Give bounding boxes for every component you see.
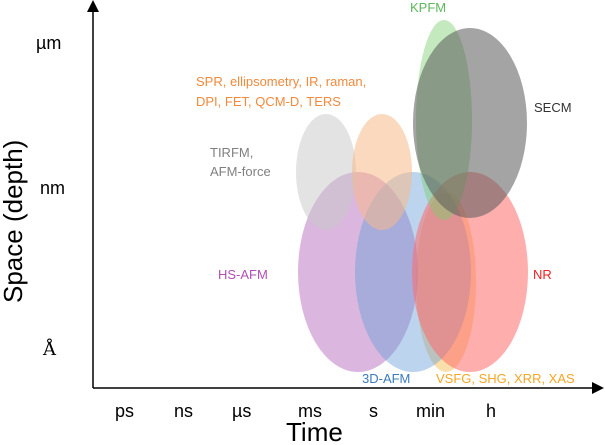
label-tirfm-line1: TIRFM, — [210, 145, 253, 160]
y-tick-angstrom: Å — [42, 338, 57, 360]
x-tick-ms: ms — [298, 401, 322, 421]
label-spr-line1: SPR, ellipsometry, IR, raman, — [196, 74, 366, 89]
x-tick-s: s — [369, 401, 378, 421]
y-tick-um: µm — [36, 33, 61, 53]
label-tirfm-line2: AFM-force — [210, 164, 271, 179]
label-nr: NR — [533, 267, 552, 282]
label-vsfg: VSFG, SHG, XRR, XAS — [436, 371, 575, 386]
region-nr — [412, 172, 528, 372]
label-hsafm: HS-AFM — [218, 267, 268, 282]
label-3dafm: 3D-AFM — [362, 371, 410, 386]
region-tirfm — [296, 114, 356, 230]
x-tick-us: µs — [232, 401, 251, 421]
region-secm — [413, 28, 527, 218]
y-axis-title: Space (depth) — [0, 140, 28, 303]
x-tick-h: h — [486, 401, 496, 421]
y-tick-nm: nm — [40, 178, 65, 198]
label-secm: SECM — [534, 100, 572, 115]
label-kpfm: KPFM — [410, 0, 446, 15]
x-tick-min: min — [416, 401, 445, 421]
x-axis-title: Time — [286, 417, 343, 445]
x-tick-ps: ps — [115, 401, 134, 421]
x-tick-ns: ns — [174, 401, 193, 421]
region-spr — [352, 114, 412, 230]
label-spr-line2: DPI, FET, QCM-D, TERS — [196, 94, 341, 109]
